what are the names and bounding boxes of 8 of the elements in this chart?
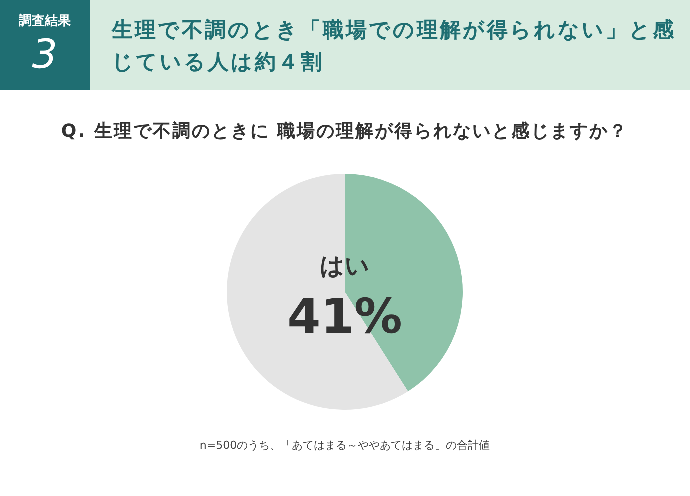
text: 3 xyxy=(31,32,59,78)
chart-subtitle: Q. 生理で不調のときに 職場の理解が得られないと感じますか？ xyxy=(60,120,630,143)
slice-label: はい xyxy=(320,252,370,280)
text: n=500のうち、「あてはまる～ややあてはまる」の合計値 xyxy=(198,438,492,453)
chart-title: 生理で不調のとき「職場での理解が得られない」と感じている人は約４割 xyxy=(112,17,677,76)
text: 調査結果 xyxy=(18,12,72,30)
pie-slice xyxy=(227,174,408,410)
data-label: 41% xyxy=(288,289,402,345)
